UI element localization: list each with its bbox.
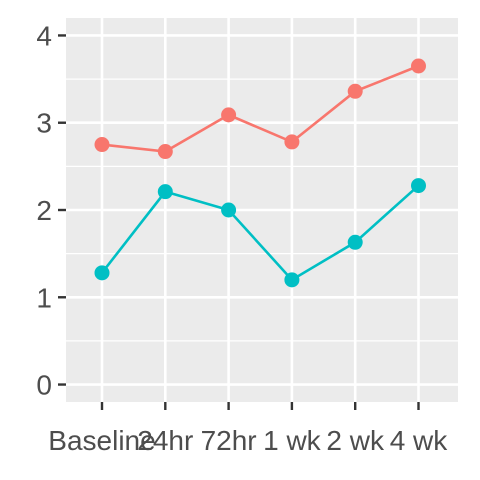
series-2-point [157,184,173,200]
x-tick-label: 72hr [201,425,257,456]
series-layer [94,58,426,288]
series-1-point [221,107,237,123]
series-2-point [347,234,363,250]
series-2-point [411,178,426,194]
y-tick-label: 0 [36,370,52,401]
series-2-point [284,272,300,288]
minor-gridlines [66,78,458,342]
y-axis: 0 1 2 3 4 [36,20,66,401]
x-tick-label: Baseline [48,425,155,456]
y-tick-label: 3 [36,108,52,139]
series-line-1 [101,64,419,153]
x-tick-label: 2 wk [326,425,385,456]
series-1-point [94,137,110,153]
series-2-point [94,265,110,281]
series-line-2 [100,184,420,282]
series-1-point [157,144,173,160]
series-2-point [221,202,237,218]
y-tick-label: 2 [36,195,52,226]
x-tick-label: 1 wk [263,425,322,456]
x-tick-label: 24hr [137,425,193,456]
series-1-point [347,83,363,99]
series-1-point [284,134,300,150]
y-tick-label: 4 [36,20,52,51]
series-1-point [411,58,426,74]
y-tick-label: 1 [36,282,52,313]
x-tick-label: 4 wk [390,425,449,456]
